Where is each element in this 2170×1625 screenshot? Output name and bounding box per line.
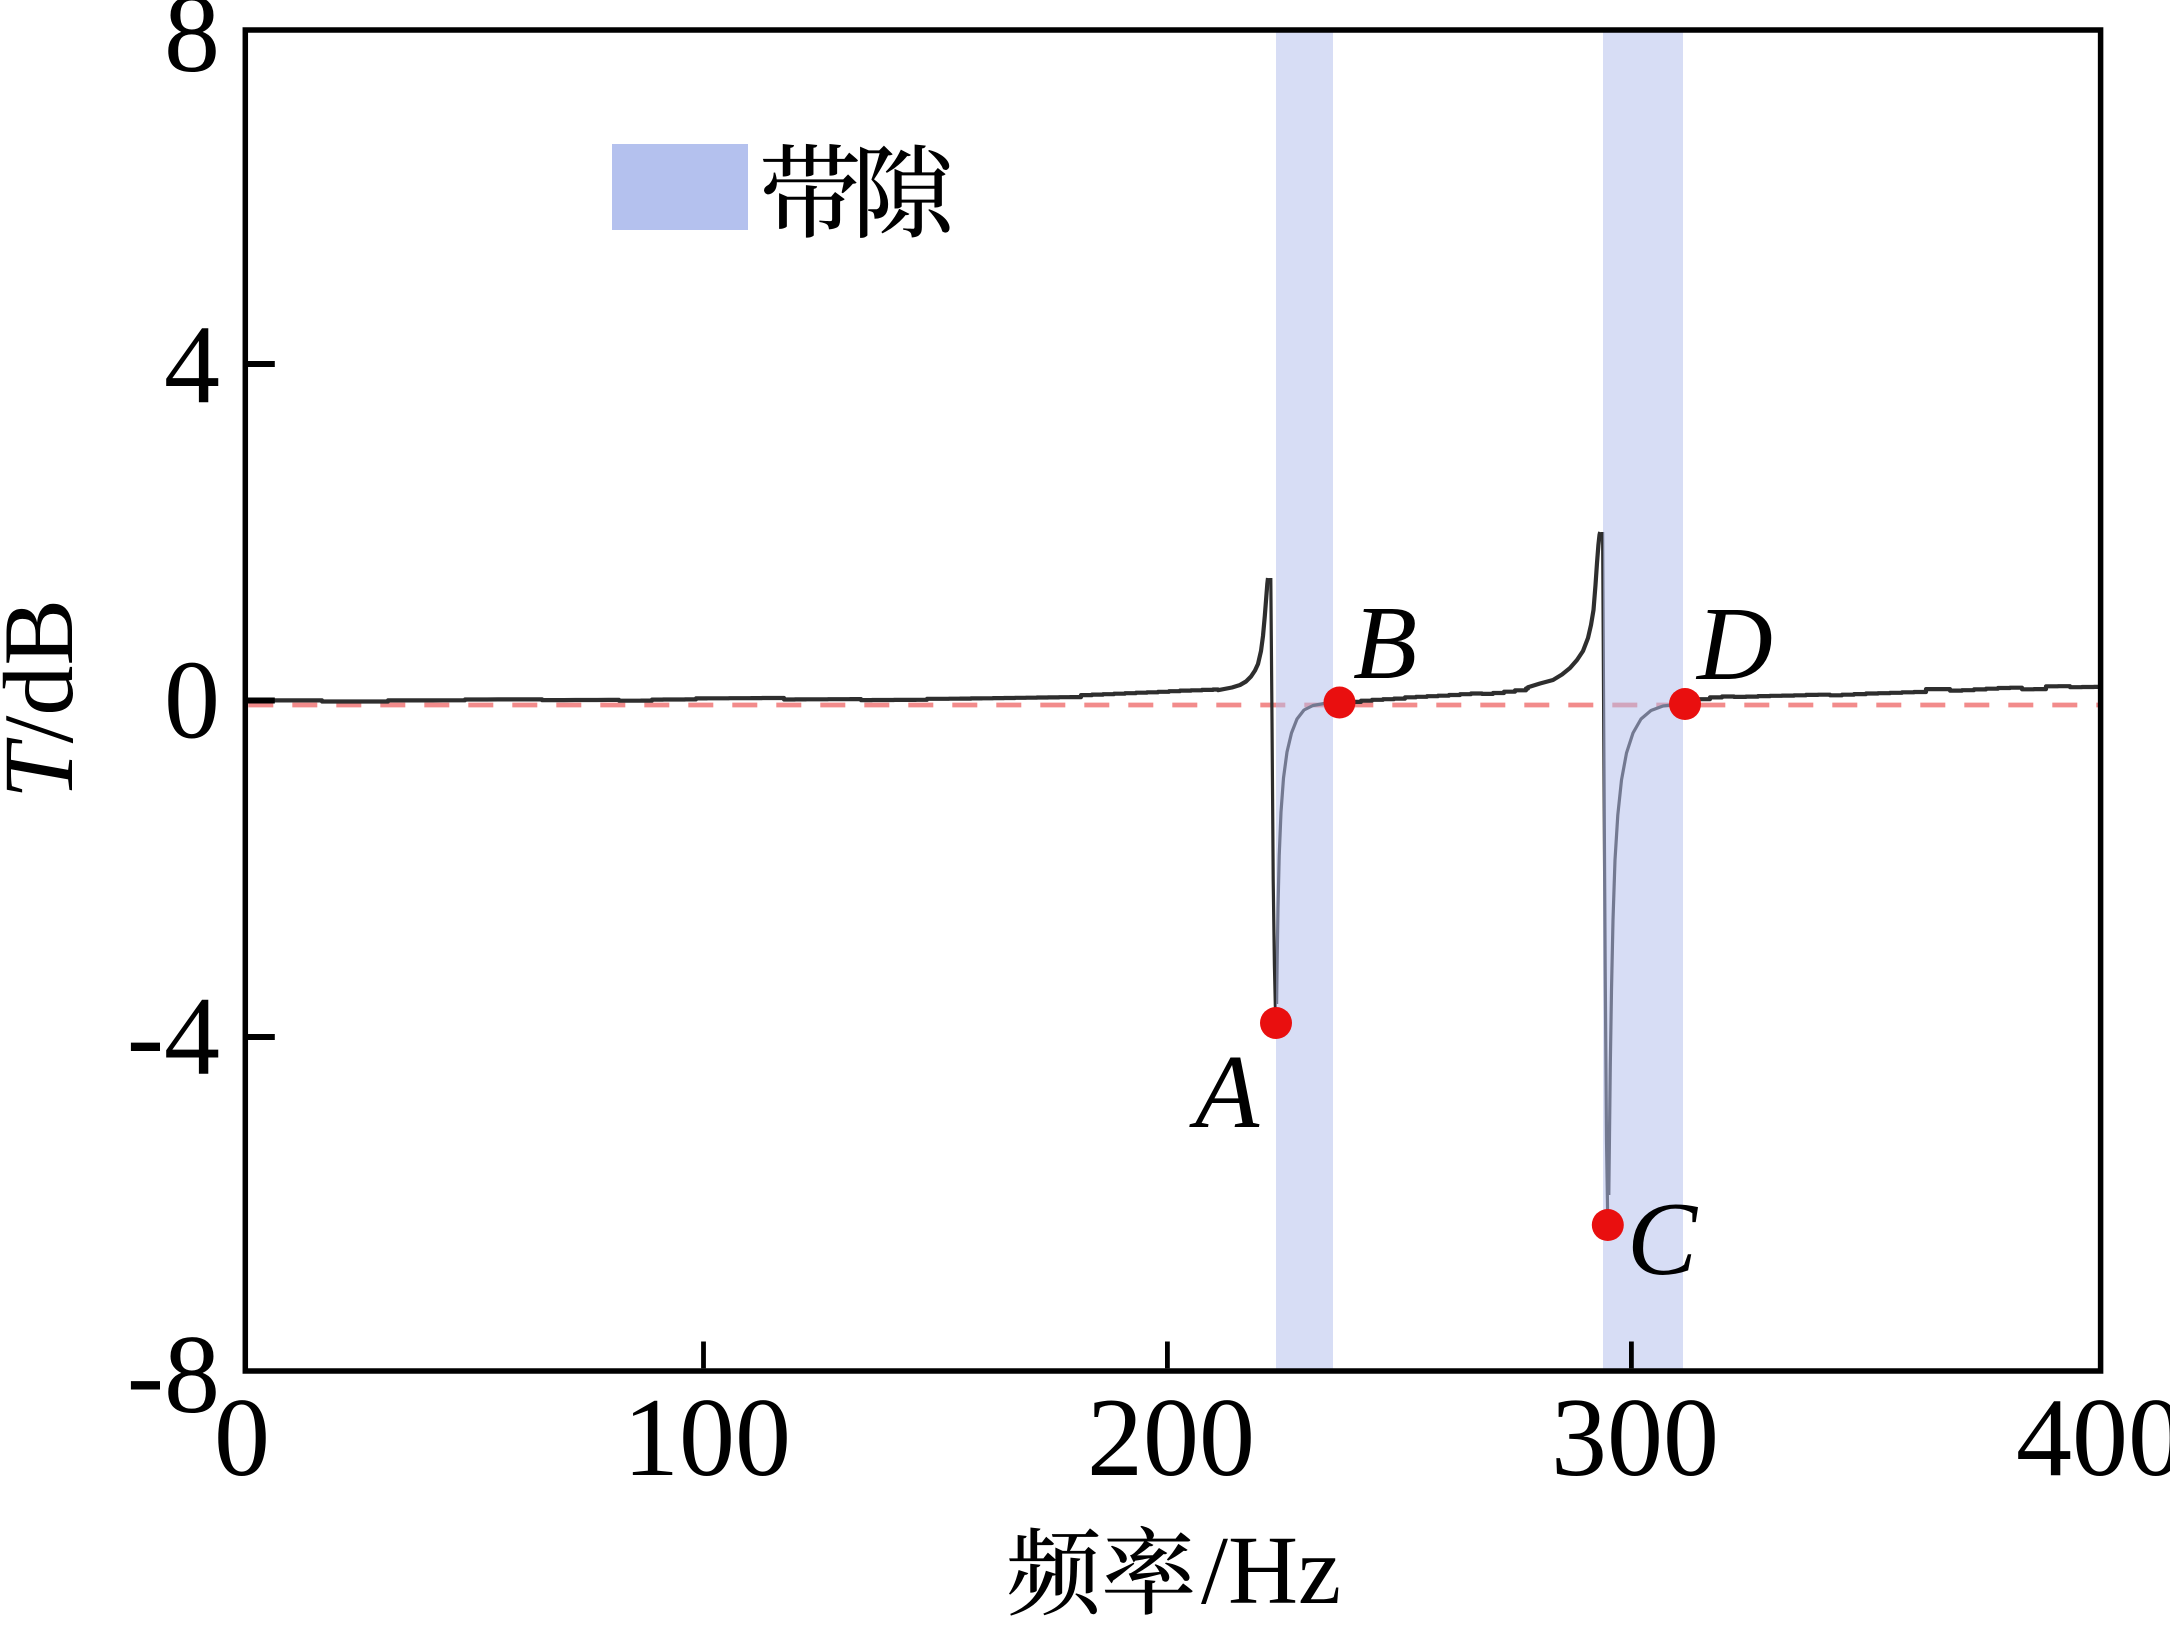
svg-text:/Hz: /Hz (1201, 1517, 1341, 1620)
svg-text:D: D (1695, 585, 1773, 702)
svg-text:400: 400 (2016, 1376, 2170, 1500)
svg-text:0: 0 (214, 1376, 270, 1500)
svg-text:300: 300 (1551, 1376, 1719, 1500)
svg-text:100: 100 (623, 1376, 791, 1500)
svg-text:-8: -8 (127, 1313, 220, 1437)
svg-text:B: B (1353, 584, 1417, 701)
svg-text:C: C (1627, 1180, 1699, 1297)
svg-text:4: 4 (164, 303, 220, 427)
svg-text:0: 0 (164, 639, 220, 763)
svg-text:8: 8 (164, 0, 220, 96)
svg-text:200: 200 (1087, 1376, 1255, 1500)
svg-text:A: A (1189, 1033, 1260, 1150)
svg-text:-4: -4 (127, 975, 220, 1099)
svg-text:T/dB: T/dB (0, 599, 94, 799)
